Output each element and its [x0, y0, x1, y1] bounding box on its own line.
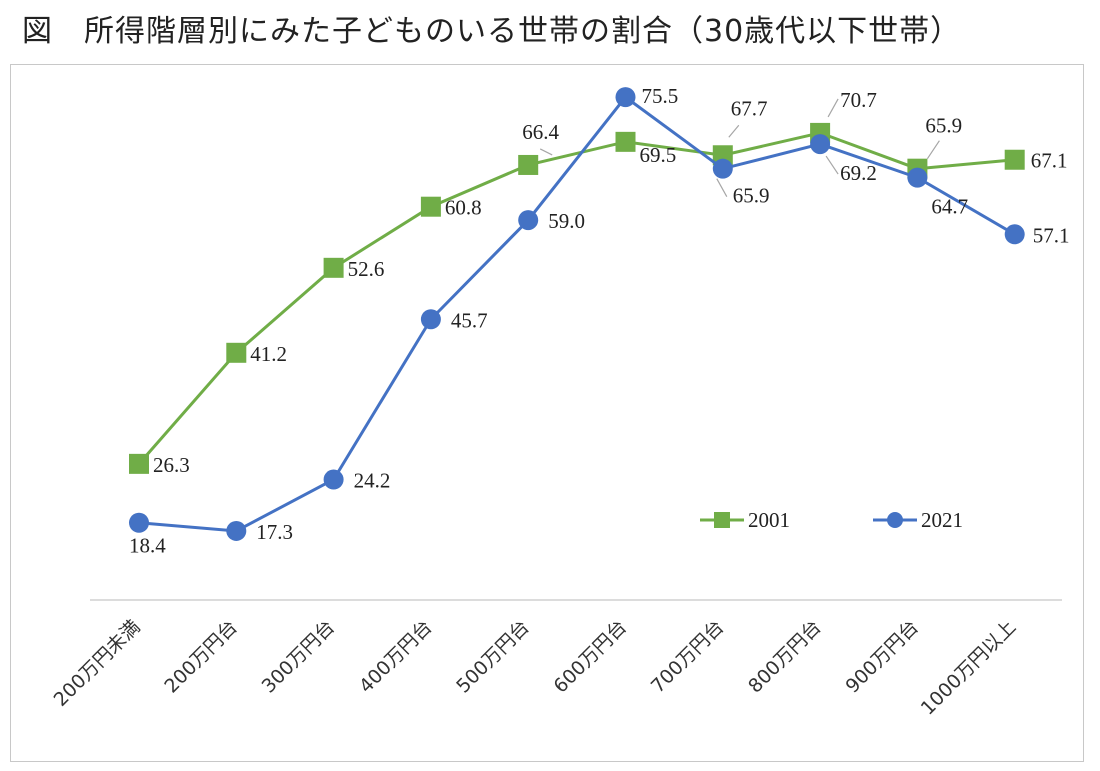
x-tick-label: 400万円台 — [355, 616, 437, 698]
data-point — [129, 453, 149, 474]
data-point — [1004, 149, 1025, 170]
data-label: 75.5 — [642, 84, 679, 108]
data-point — [615, 87, 636, 108]
legend-item-2021: 2021 — [873, 508, 963, 532]
series-line — [138, 95, 1016, 533]
data-point — [810, 134, 831, 155]
data-point — [420, 309, 441, 330]
data-label: 17.3 — [256, 520, 293, 544]
data-label: 65.9 — [733, 184, 770, 208]
legend-label: 2021 — [921, 508, 963, 532]
data-label: 24.2 — [354, 469, 391, 493]
data-label: 65.9 — [925, 114, 962, 138]
label-leader-line — [728, 124, 740, 138]
data-point — [226, 342, 247, 363]
x-tick-label: 800万円台 — [744, 616, 826, 698]
data-label: 59.0 — [548, 209, 585, 233]
label-leader-line — [539, 148, 553, 156]
label-leader-line — [926, 140, 940, 160]
x-tick-label: 1000万円以上 — [917, 616, 1020, 719]
label-leader-line — [825, 155, 839, 175]
data-point — [420, 196, 441, 217]
data-label: 52.6 — [348, 257, 385, 281]
data-point — [518, 154, 539, 175]
data-label: 67.7 — [731, 96, 768, 120]
data-label: 26.3 — [153, 453, 190, 477]
data-label: 60.8 — [445, 196, 482, 220]
data-point — [323, 469, 344, 490]
data-label: 69.5 — [640, 143, 677, 167]
data-label: 41.2 — [250, 342, 287, 366]
x-tick-label: 200万円台 — [160, 616, 242, 698]
series-2001: 26.3 41.2 52.6 60.8 66.4 69.5 67.7 70.7 65.9 67.1 — [129, 88, 1067, 477]
series-2021: 18.4 17.3 24.2 45.7 59.0 75.5 65.9 69.2 64.7 57.1 — [129, 84, 1069, 558]
data-label: 67.1 — [1031, 149, 1068, 173]
data-point — [323, 257, 344, 278]
legend-marker — [714, 512, 730, 528]
series-line — [137, 131, 1015, 465]
label-leader-line — [716, 178, 728, 197]
label-leader-line — [827, 98, 839, 118]
legend-item-2001: 2001 — [700, 508, 790, 532]
x-tick-label: 300万円台 — [258, 616, 340, 698]
data-point — [518, 210, 539, 231]
x-tick-label: 600万円台 — [550, 616, 632, 698]
x-tick-label: 200万円未満 — [50, 616, 145, 711]
figure-title: 図 所得階層別にみた子どものいる世帯の割合（30歳代以下世帯） — [22, 14, 962, 49]
legend-label: 2001 — [748, 508, 790, 532]
legend-marker — [887, 512, 903, 528]
data-point — [1004, 224, 1025, 245]
data-label: 70.7 — [840, 88, 877, 112]
data-label: 64.7 — [931, 195, 968, 219]
x-tick-label: 900万円台 — [841, 616, 923, 698]
data-point — [712, 158, 733, 179]
chart-frame — [10, 64, 1084, 762]
data-label: 45.7 — [451, 308, 488, 332]
data-point — [226, 520, 247, 541]
data-label: 69.2 — [840, 161, 877, 185]
data-label: 66.4 — [522, 120, 559, 144]
x-tick-label: 700万円台 — [647, 616, 729, 698]
data-label: 18.4 — [129, 534, 166, 558]
data-label: 57.1 — [1033, 223, 1070, 247]
data-point — [907, 167, 928, 188]
data-point — [615, 131, 636, 152]
x-tick-label: 500万円台 — [452, 616, 534, 698]
data-point — [129, 512, 149, 533]
